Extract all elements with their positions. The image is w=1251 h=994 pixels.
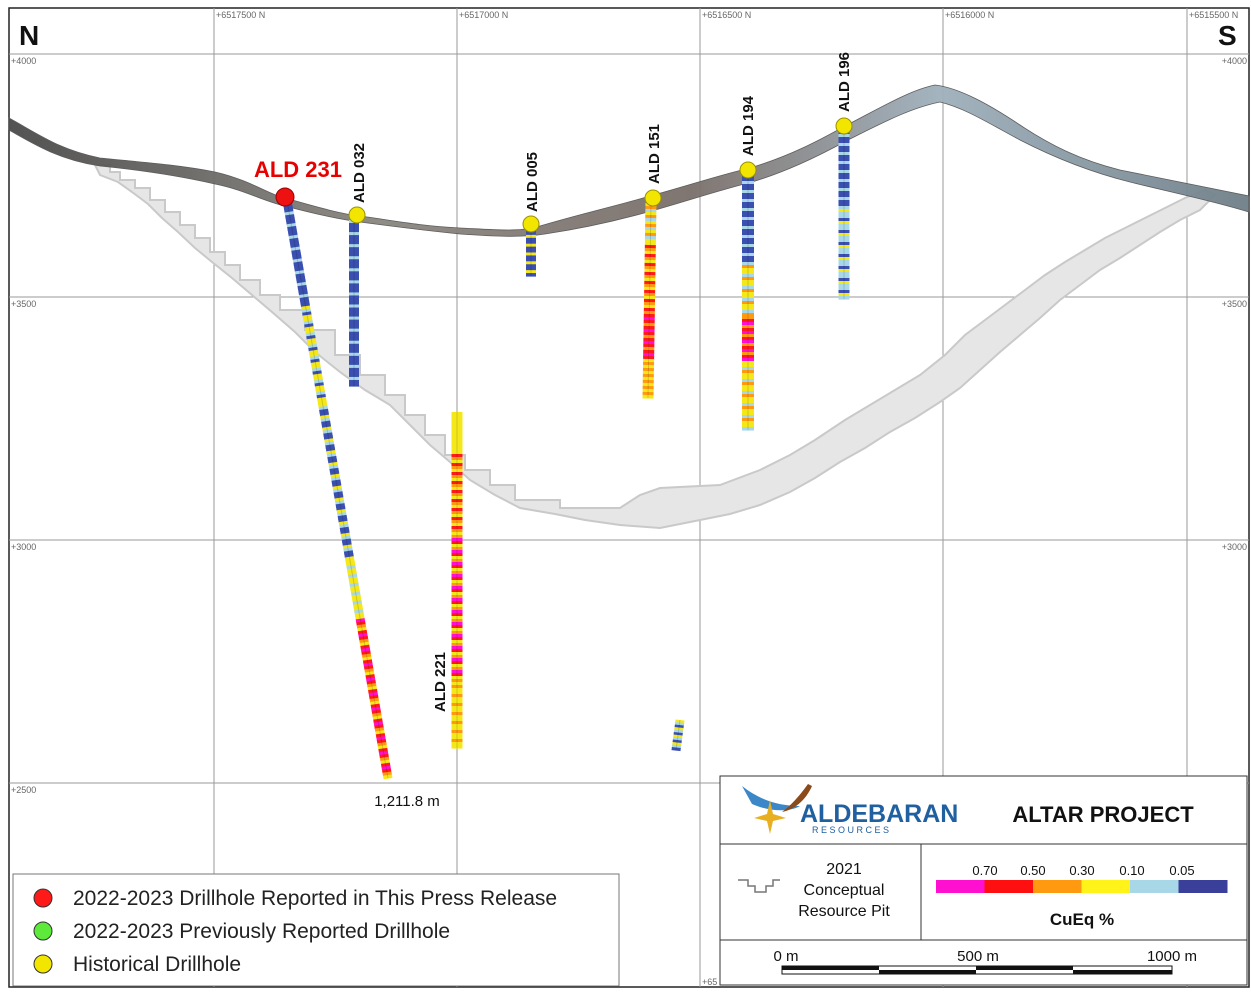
company-sub: R E S O U R C E S — [812, 825, 889, 835]
label-ald221: ALD 221 — [432, 652, 449, 712]
elevation-label: +3000 — [1222, 542, 1247, 552]
easting-label: +6516000 N — [945, 10, 994, 20]
grade-threshold: 0.10 — [1119, 863, 1144, 878]
north-label: N — [19, 20, 39, 51]
easting-label: +6515500 N — [1189, 10, 1238, 20]
elevation-label: +3500 — [1222, 299, 1247, 309]
collar-ald005 — [523, 216, 539, 232]
title-block: ALDEBARAN R E S O U R C E S ALTAR PROJEC… — [720, 776, 1247, 985]
trace-small — [676, 720, 680, 751]
legend-yellow-dot-icon — [34, 955, 52, 973]
collar-ald032 — [349, 207, 365, 223]
grade-color-swatch — [1082, 880, 1131, 893]
scale-label-0: 0 m — [773, 948, 798, 965]
easting-label: +6516500 N — [702, 10, 751, 20]
terrain-surface — [9, 85, 1249, 236]
elevation-label: +3500 — [11, 299, 36, 309]
scale-bar — [782, 966, 1172, 974]
legend-item-historical: Historical Drillhole — [73, 953, 241, 976]
elevation-label: +4000 — [1222, 56, 1247, 66]
label-ald196: ALD 196 — [836, 52, 853, 112]
trace-ald231 — [287, 200, 388, 779]
legend-item-reported: 2022-2023 Drillhole Reported in This Pre… — [73, 887, 557, 910]
grade-color-swatch — [1130, 880, 1179, 893]
collar-ald151 — [645, 190, 661, 206]
depth-label: 1,211.8 m — [374, 793, 440, 810]
elevation-label: +2500 — [11, 785, 36, 795]
pit-label-line2: Conceptual — [804, 882, 885, 899]
legend-green-dot-icon — [34, 922, 52, 940]
grade-color-bar — [936, 880, 1228, 893]
collar-ald231 — [276, 188, 294, 206]
scale-label-500: 500 m — [957, 948, 999, 965]
grade-color-swatch — [1179, 880, 1228, 893]
scale-label-1000: 1000 m — [1147, 948, 1197, 965]
label-ald151: ALD 151 — [646, 124, 663, 184]
grade-threshold: 0.50 — [1020, 863, 1045, 878]
legend-red-dot-icon — [34, 889, 52, 907]
grade-threshold: 0.30 — [1069, 863, 1094, 878]
grade-threshold: 0.05 — [1169, 863, 1194, 878]
pit-label-line3: Resource Pit — [798, 903, 890, 920]
elevation-label: +3000 — [11, 542, 36, 552]
label-ald231: ALD 231 — [254, 157, 342, 182]
pit-label-year: 2021 — [826, 861, 862, 878]
grade-threshold: 0.70 — [972, 863, 997, 878]
grade-color-swatch — [936, 880, 985, 893]
trace-ald151 — [648, 203, 651, 399]
collar-ald194 — [740, 162, 756, 178]
legend: 2022-2023 Drillhole Reported in This Pre… — [13, 874, 619, 986]
elevation-label: +4000 — [11, 56, 36, 66]
grade-title: CuEq % — [1050, 910, 1114, 929]
grade-color-swatch — [985, 880, 1034, 893]
collar-ald196 — [836, 118, 852, 134]
project-title: ALTAR PROJECT — [1012, 802, 1194, 827]
label-ald194: ALD 194 — [740, 95, 757, 156]
easting-label: +6517500 N — [216, 10, 265, 20]
label-ald032: ALD 032 — [351, 143, 368, 203]
legend-item-previous: 2022-2023 Previously Reported Drillhole — [73, 920, 450, 943]
grade-color-swatch — [1033, 880, 1082, 893]
trace-centerline — [287, 200, 388, 778]
company-name: ALDEBARAN — [800, 800, 958, 828]
easting-label: +65 — [702, 977, 717, 987]
south-label: S — [1218, 20, 1237, 51]
label-ald005: ALD 005 — [524, 152, 541, 212]
easting-label: +6517000 N — [459, 10, 508, 20]
